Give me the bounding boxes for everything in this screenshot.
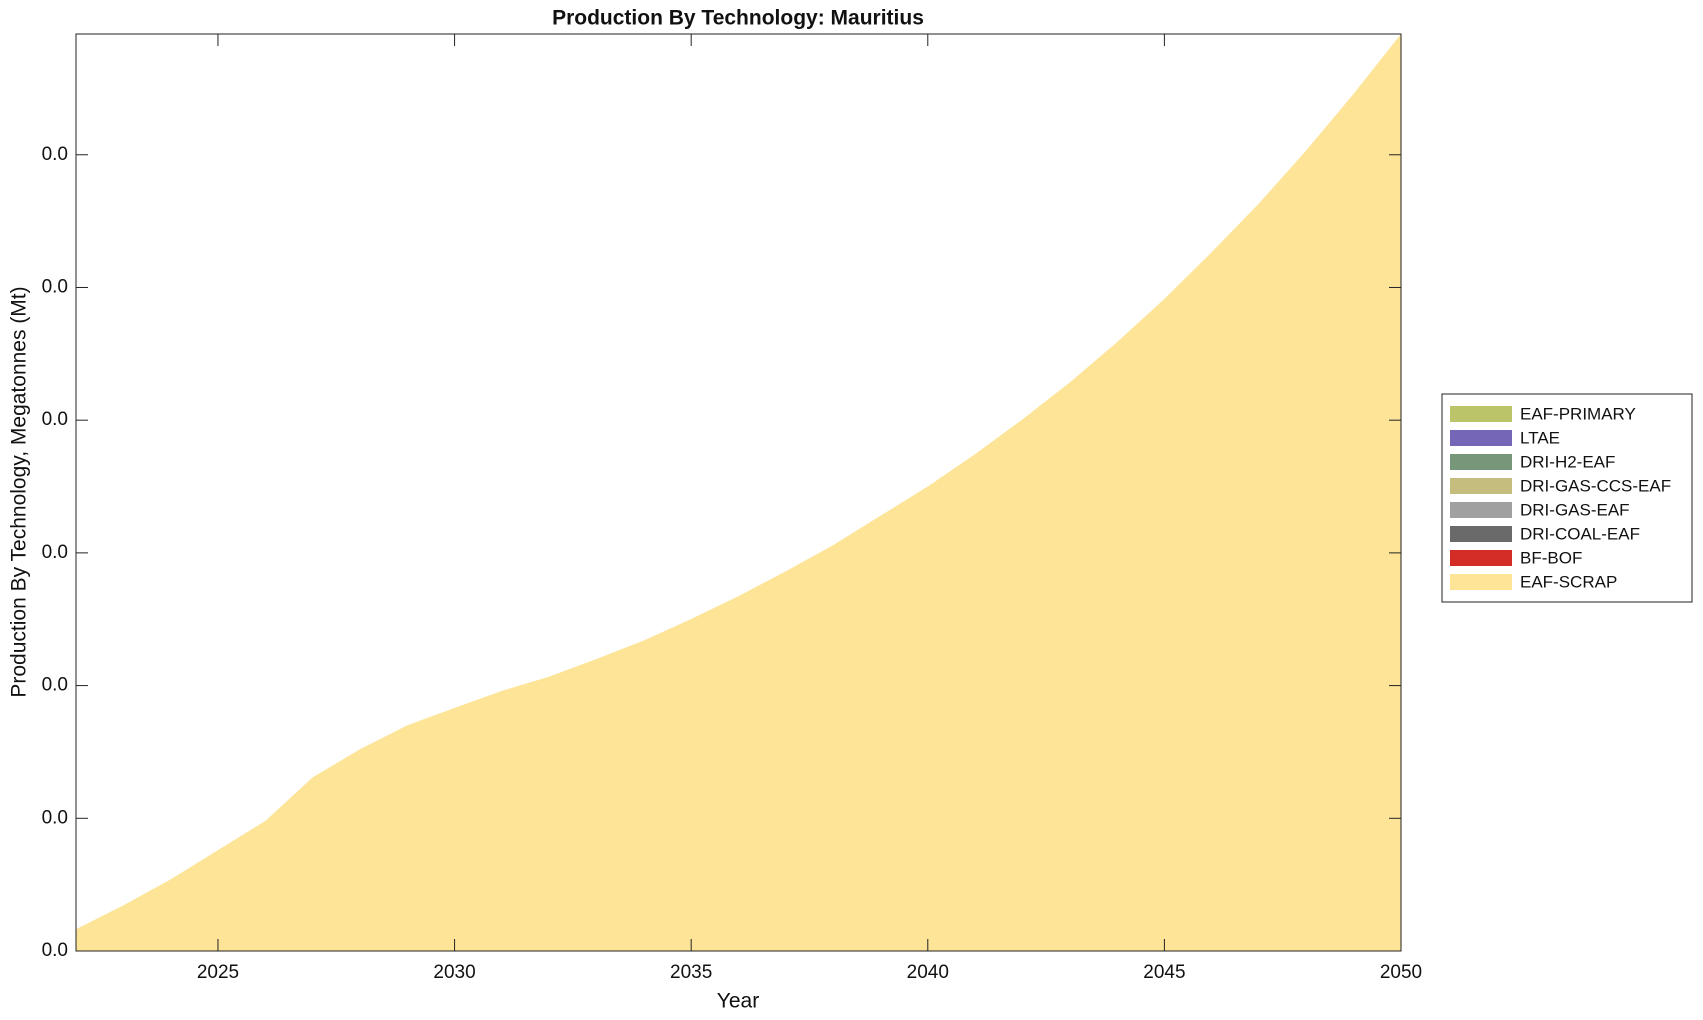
- plot-frame: [75, 33, 1402, 952]
- y-axis-label: Production By Technology, Megatonnes (Mt…: [8, 286, 31, 697]
- y-tick-label: 0.0: [42, 940, 68, 961]
- x-tick-label: 2050: [1380, 962, 1422, 983]
- legend-label: EAF-PRIMARY: [1520, 404, 1636, 423]
- y-tick-label: 0.0: [42, 409, 68, 430]
- legend-label: DRI-GAS-CCS-EAF: [1520, 476, 1671, 495]
- legend-swatch: [1450, 502, 1512, 518]
- legend-label: DRI-COAL-EAF: [1520, 524, 1640, 543]
- legend-swatch: [1450, 430, 1512, 446]
- legend-label: DRI-GAS-EAF: [1520, 500, 1630, 519]
- y-tick-label: 0.0: [42, 542, 68, 563]
- legend-swatch: [1450, 526, 1512, 542]
- legend-swatch: [1450, 550, 1512, 566]
- legend-label: DRI-H2-EAF: [1520, 452, 1615, 471]
- chart-title: Production By Technology: Mauritius: [552, 7, 924, 30]
- legend-label: BF-BOF: [1520, 548, 1582, 567]
- area: [76, 34, 1401, 951]
- legend-label: EAF-SCRAP: [1520, 572, 1617, 591]
- legend-swatch: [1450, 406, 1512, 422]
- x-tick-label: 2045: [1143, 962, 1185, 983]
- y-tick-label: 0.0: [42, 675, 68, 696]
- legend-swatch: [1450, 454, 1512, 470]
- legend-swatch: [1450, 478, 1512, 494]
- x-tick-label: 2025: [197, 962, 239, 983]
- y-tick-label: 0.0: [42, 144, 68, 165]
- x-axis-label: Year: [717, 990, 759, 1013]
- x-tick-label: 2030: [433, 962, 475, 983]
- y-tick-label: 0.0: [42, 276, 68, 297]
- y-tick-label: 0.0: [42, 807, 68, 828]
- x-tick-label: 2040: [907, 962, 949, 983]
- x-tick-label: 2035: [670, 962, 712, 983]
- legend-label: LTAE: [1520, 428, 1560, 447]
- legend-swatch: [1450, 574, 1512, 590]
- legend-box: [1441, 393, 1693, 603]
